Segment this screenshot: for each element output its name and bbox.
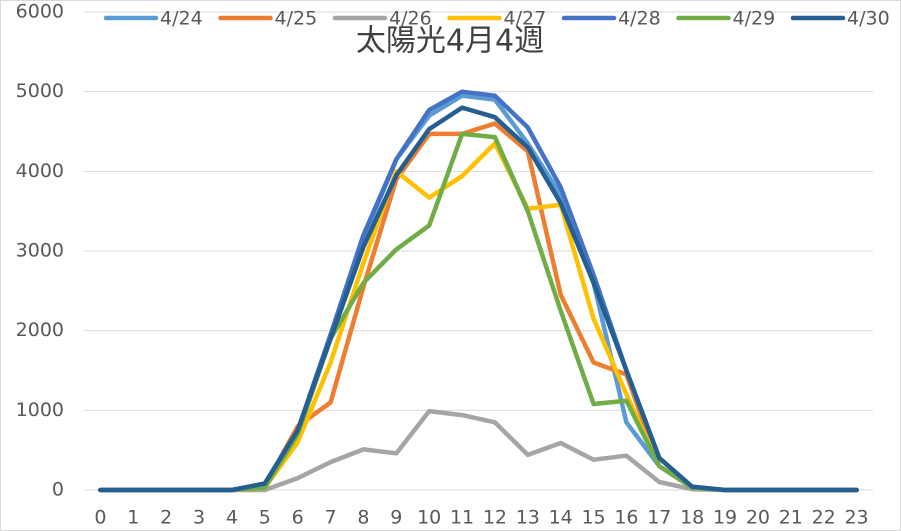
x-tick-label: 6: [292, 507, 304, 529]
legend-label: 4/28: [618, 8, 661, 30]
legend-label: 4/25: [275, 8, 318, 30]
x-tick-label: 9: [390, 507, 402, 529]
legend-label: 4/27: [504, 8, 547, 30]
legend-label: 4/30: [847, 8, 890, 30]
x-tick-label: 21: [779, 507, 803, 529]
y-tick-label: 3000: [16, 240, 64, 262]
y-tick-label: 1000: [16, 399, 64, 421]
x-tick-label: 0: [94, 507, 106, 529]
x-tick-label: 1: [127, 507, 139, 529]
x-tick-label: 18: [680, 507, 704, 529]
chart-title: 太陽光4月4週: [356, 24, 544, 59]
x-tick-label: 7: [325, 507, 337, 529]
x-tick-label: 22: [812, 507, 836, 529]
y-tick-label: 4000: [16, 160, 64, 182]
x-tick-label: 23: [844, 507, 868, 529]
legend-label: 4/26: [389, 8, 432, 30]
y-tick-label: 6000: [16, 1, 64, 23]
x-tick-label: 19: [713, 507, 737, 529]
x-tick-label: 15: [581, 507, 605, 529]
x-tick-label: 14: [549, 507, 573, 529]
x-tick-label: 20: [746, 507, 770, 529]
y-tick-label: 2000: [16, 319, 64, 341]
x-tick-label: 16: [614, 507, 638, 529]
x-tick-label: 11: [450, 507, 474, 529]
x-tick-label: 4: [226, 507, 238, 529]
x-tick-label: 13: [516, 507, 540, 529]
x-tick-label: 12: [483, 507, 507, 529]
legend-label: 4/29: [733, 8, 776, 30]
legend-label: 4/24: [160, 8, 203, 30]
series-line: [98, 105, 859, 493]
x-tick-label: 17: [647, 507, 671, 529]
x-tick-label: 10: [417, 507, 441, 529]
x-tick-label: 5: [259, 507, 271, 529]
x-tick-label: 3: [193, 507, 205, 529]
y-tick-label: 0: [52, 479, 64, 501]
y-tick-label: 5000: [16, 80, 64, 102]
x-tick-label: 8: [357, 507, 369, 529]
x-tick-label: 2: [160, 507, 172, 529]
